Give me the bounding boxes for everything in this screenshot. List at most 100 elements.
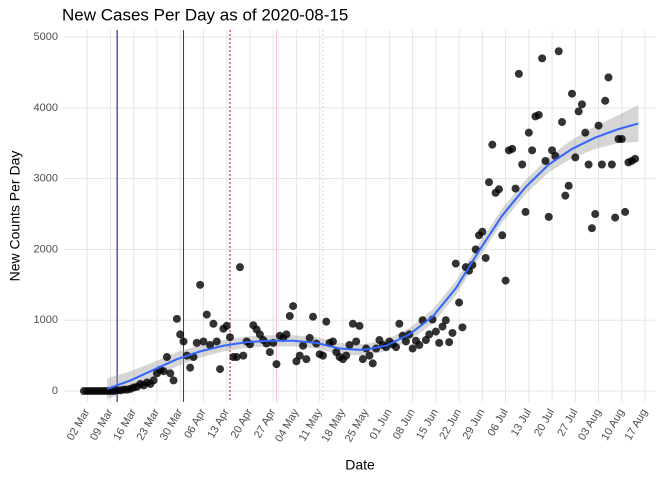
data-point [235, 263, 244, 272]
data-point [192, 338, 201, 347]
data-point [511, 184, 520, 193]
data-point [574, 107, 583, 116]
data-point [159, 367, 168, 376]
data-point [318, 351, 327, 360]
data-point [617, 135, 626, 144]
data-point [355, 321, 364, 330]
data-point [392, 343, 401, 352]
data-point [358, 355, 367, 364]
data-point [481, 253, 490, 262]
data-point [451, 259, 460, 268]
data-point [541, 156, 550, 165]
data-point [401, 337, 410, 346]
data-point [455, 298, 464, 307]
data-point [435, 338, 444, 347]
y-tick-label: 4000 [34, 102, 58, 114]
data-point [621, 207, 630, 216]
x-tick-label: 20 Apr [229, 407, 255, 441]
data-point [431, 327, 440, 336]
data-point [328, 337, 337, 346]
data-point [601, 96, 610, 105]
y-tick-label: 2000 [34, 243, 58, 255]
data-point [232, 353, 241, 362]
data-point [478, 227, 487, 236]
data-point [458, 323, 467, 332]
data-point [584, 160, 593, 169]
data-point [561, 191, 570, 200]
data-point [342, 351, 351, 360]
data-point [425, 330, 434, 339]
data-point [365, 351, 374, 360]
data-point [345, 341, 354, 350]
data-point [501, 276, 510, 285]
data-point [186, 363, 195, 372]
data-point [438, 322, 447, 331]
data-point [554, 47, 563, 56]
data-point [484, 178, 493, 187]
x-tick-label: 30 Mar [158, 407, 186, 443]
data-point [305, 333, 314, 342]
data-point [169, 376, 178, 385]
data-point [162, 353, 171, 362]
x-tick-label: 29 Jun [461, 407, 488, 442]
data-point [395, 319, 404, 328]
x-tick-label: 13 Jul [509, 407, 534, 438]
data-point [594, 121, 603, 130]
data-point [528, 146, 537, 155]
x-tick-label: 17 Aug [623, 407, 651, 443]
data-point [176, 330, 185, 339]
data-point [415, 341, 424, 350]
data-point [202, 310, 211, 319]
data-point [544, 212, 553, 221]
smooth-line [106, 122, 639, 390]
data-point [282, 330, 291, 339]
data-point [564, 181, 573, 190]
data-point [521, 207, 530, 216]
data-point [216, 365, 225, 374]
x-tick-label: 06 Jul [486, 407, 511, 438]
data-point [179, 337, 188, 346]
x-axis-title: Date [345, 457, 375, 473]
data-point [199, 337, 208, 346]
data-point [265, 348, 274, 357]
y-tick-label: 1000 [34, 314, 58, 326]
data-point [488, 140, 497, 149]
y-tick-label: 5000 [34, 31, 58, 43]
data-point [172, 314, 181, 323]
x-tick-label: 13 Apr [206, 407, 232, 441]
data-point [571, 153, 580, 162]
x-tick-label: 25 May [343, 407, 372, 445]
x-tick-label: 27 Jul [555, 407, 580, 438]
data-point [577, 100, 586, 109]
data-point [558, 118, 567, 127]
data-point [448, 328, 457, 337]
data-point [508, 144, 517, 153]
data-point [368, 359, 377, 368]
data-point [309, 312, 318, 321]
data-point [514, 69, 523, 78]
data-point [295, 351, 304, 360]
y-axis-title: New Counts Per Day [7, 151, 23, 282]
chart-title: New Cases Per Day as of 2020-08-15 [62, 5, 348, 24]
data-point [494, 185, 503, 194]
data-point [285, 311, 294, 320]
y-tick-label: 0 [52, 385, 58, 397]
data-point [408, 344, 417, 353]
data-point [445, 338, 454, 347]
data-point [441, 316, 450, 325]
data-point [196, 280, 205, 289]
data-point [166, 369, 175, 378]
data-point [149, 376, 158, 385]
data-point [581, 128, 590, 137]
data-point [611, 213, 620, 222]
data-point [206, 341, 215, 350]
data-point [352, 337, 361, 346]
data-point [518, 160, 527, 169]
data-point [607, 160, 616, 169]
data-point [597, 160, 606, 169]
x-tick-label: 20 Jul [532, 407, 557, 438]
data-point [272, 360, 281, 369]
data-point [209, 319, 218, 328]
data-point [567, 89, 576, 98]
